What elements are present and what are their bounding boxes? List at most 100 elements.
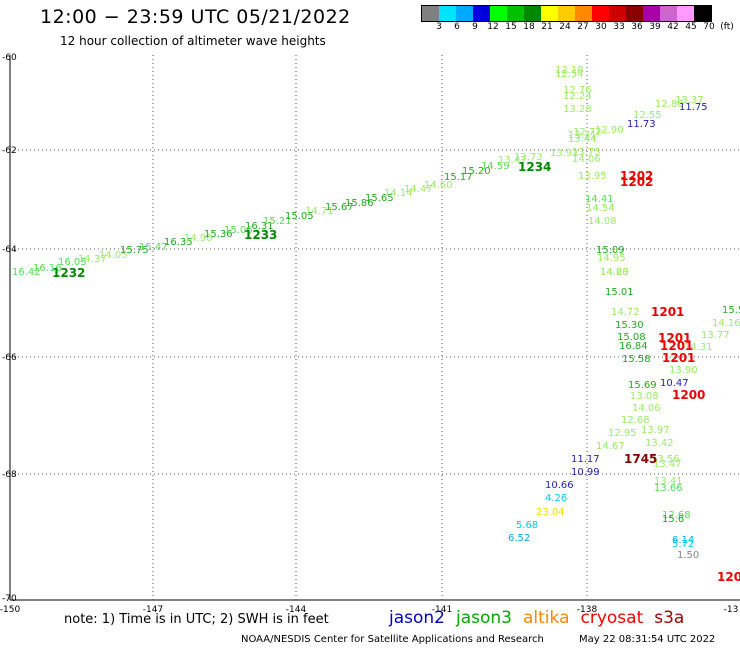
wave-height-value: 15.09 [596,245,625,256]
wave-height-value: 5.68 [516,520,538,531]
legend-swatch [439,6,456,21]
wave-height-value: 12.54 [555,69,584,80]
wave-height-value: 13.41 [654,476,683,487]
wave-height-value: 15.01 [605,287,634,298]
wave-height-value: 4.26 [545,493,567,504]
graticule [10,55,740,600]
wave-height-value: 13.75 [572,147,601,158]
wave-height-value: 13.08 [630,391,659,402]
legend-swatch [660,6,677,21]
footnote: note: 1) Time is in UTC; 2) SWH is in fe… [64,612,329,627]
wave-height-value: 13.42 [645,438,674,449]
wave-height-value: 14.47 [404,184,433,195]
wave-height-value: 13.66 [654,483,683,494]
longitude-tick-label: -144 [286,605,307,615]
longitude-ticks: -150 -147 -144 -141 -138 -13 [0,605,738,615]
legend-swatch [558,6,575,21]
legend-label: 18 [523,22,535,32]
wave-height-value: 11.17 [571,454,600,465]
latitude-tick-label: -62 [2,146,17,156]
wave-height-value: 14.14 [384,188,413,199]
longitude-tick-label: -150 [0,605,20,615]
credit-line: NOAA/NESDIS Center for Satellite Applica… [241,634,544,645]
wave-height-value: 14.37 [78,254,107,265]
legend-swatch [524,6,541,21]
wave-height-value: 13.77 [701,330,730,341]
legend-swatch [643,6,660,21]
pass-time-label: 1202 [620,169,653,183]
wave-height-value: 14.71 [305,206,334,217]
legend-swatch [626,6,643,21]
satellite-label: cryosat [580,608,644,628]
wave-height-value: 16.05 [58,257,87,268]
legend-swatch [490,6,507,21]
wave-height-value: 16.35 [164,237,193,248]
pass-time-label: 1201 [658,331,691,345]
legend-label: 30 [595,22,607,32]
wave-height-value: 10.99 [571,467,600,478]
wave-height-value: 5.72 [672,539,694,550]
pass-time-label: 1234 [518,160,551,174]
satellite-label: jason3 [456,608,512,628]
pass-time-label: 1201 [651,305,684,319]
legend-swatch [592,6,609,21]
latitude-tick-label: -60 [2,53,17,63]
legend-label: 33 [613,22,625,32]
wave-height-value: 14.41 [585,194,614,205]
wave-height-value: 11.75 [679,102,708,113]
wave-height-value: 15.05 [285,211,314,222]
wave-height-value: 14.05 [99,250,128,261]
wave-height-value: 11.73 [627,119,656,130]
pass-time-label: 1201 [662,351,695,365]
wave-height-value: 12.76 [563,85,592,96]
wave-height-value: 12.68 [621,415,650,426]
pass-time-label: 1232 [52,266,85,280]
latitude-tick-label: -66 [2,353,17,363]
legend-swatch [507,6,524,21]
legend-swatch [422,6,439,21]
pass-time-label: 1233 [244,228,277,242]
legend-label: 15 [505,22,517,32]
wave-height-value: 14.60 [424,180,453,191]
wave-height-value: 14.08 [588,216,617,227]
wave-height-value: 12.68 [662,510,691,521]
legend-label: 24 [559,22,571,32]
legend-label: 27 [577,22,589,32]
legend-swatch [575,6,592,21]
wave-height-value: 15.69 [628,380,657,391]
legend-swatch [609,6,626,21]
wave-height-value: 14.59 [481,161,510,172]
pass-time-label: 1200 [672,388,705,402]
wave-height-value: 15.6 [662,514,684,525]
legend-label: 36 [631,22,643,32]
wave-height-value: 14.54 [586,203,615,214]
legend-swatch [694,6,711,21]
page-subtitle: 12 hour collection of altimeter wave hei… [60,34,326,48]
wave-height-value: 15.47 [139,242,168,253]
legend-swatch [456,6,473,21]
wave-height-value: 15.51 [722,305,740,316]
wave-height-value: 12.86 [655,99,684,110]
wave-height-value: 12.18 [555,65,584,76]
wave-height-value: 13.97 [641,425,670,436]
wave-height-value: 14.68 [600,267,629,278]
wave-height-value: 23.04 [536,507,565,518]
pass-time-label: 1202 [620,175,653,189]
legend-swatch [677,6,694,21]
legend-label: 45 [685,22,697,32]
satellite-label: s3a [654,608,685,628]
wave-height-value: 6.52 [508,533,530,544]
legend-label: (ft) [720,22,734,32]
wave-height-value: 15.17 [444,172,473,183]
pass-time-label: 120 [717,570,740,584]
satellite-label: jason2 [389,608,445,628]
wave-height-value: 14.72 [611,307,640,318]
wave-height-value: 14.06 [632,403,661,414]
wave-height-value: 14.06 [572,154,601,165]
pass-time-marks: 1232123312341202120212011201120112011200… [52,160,740,584]
wave-height-value: 16.31 [245,221,274,232]
legend-label: 39 [649,22,661,32]
wave-height-value: 12.95 [608,428,637,439]
legend-label: 3 [436,22,442,32]
wave-height-value: 14.31 [684,342,713,353]
